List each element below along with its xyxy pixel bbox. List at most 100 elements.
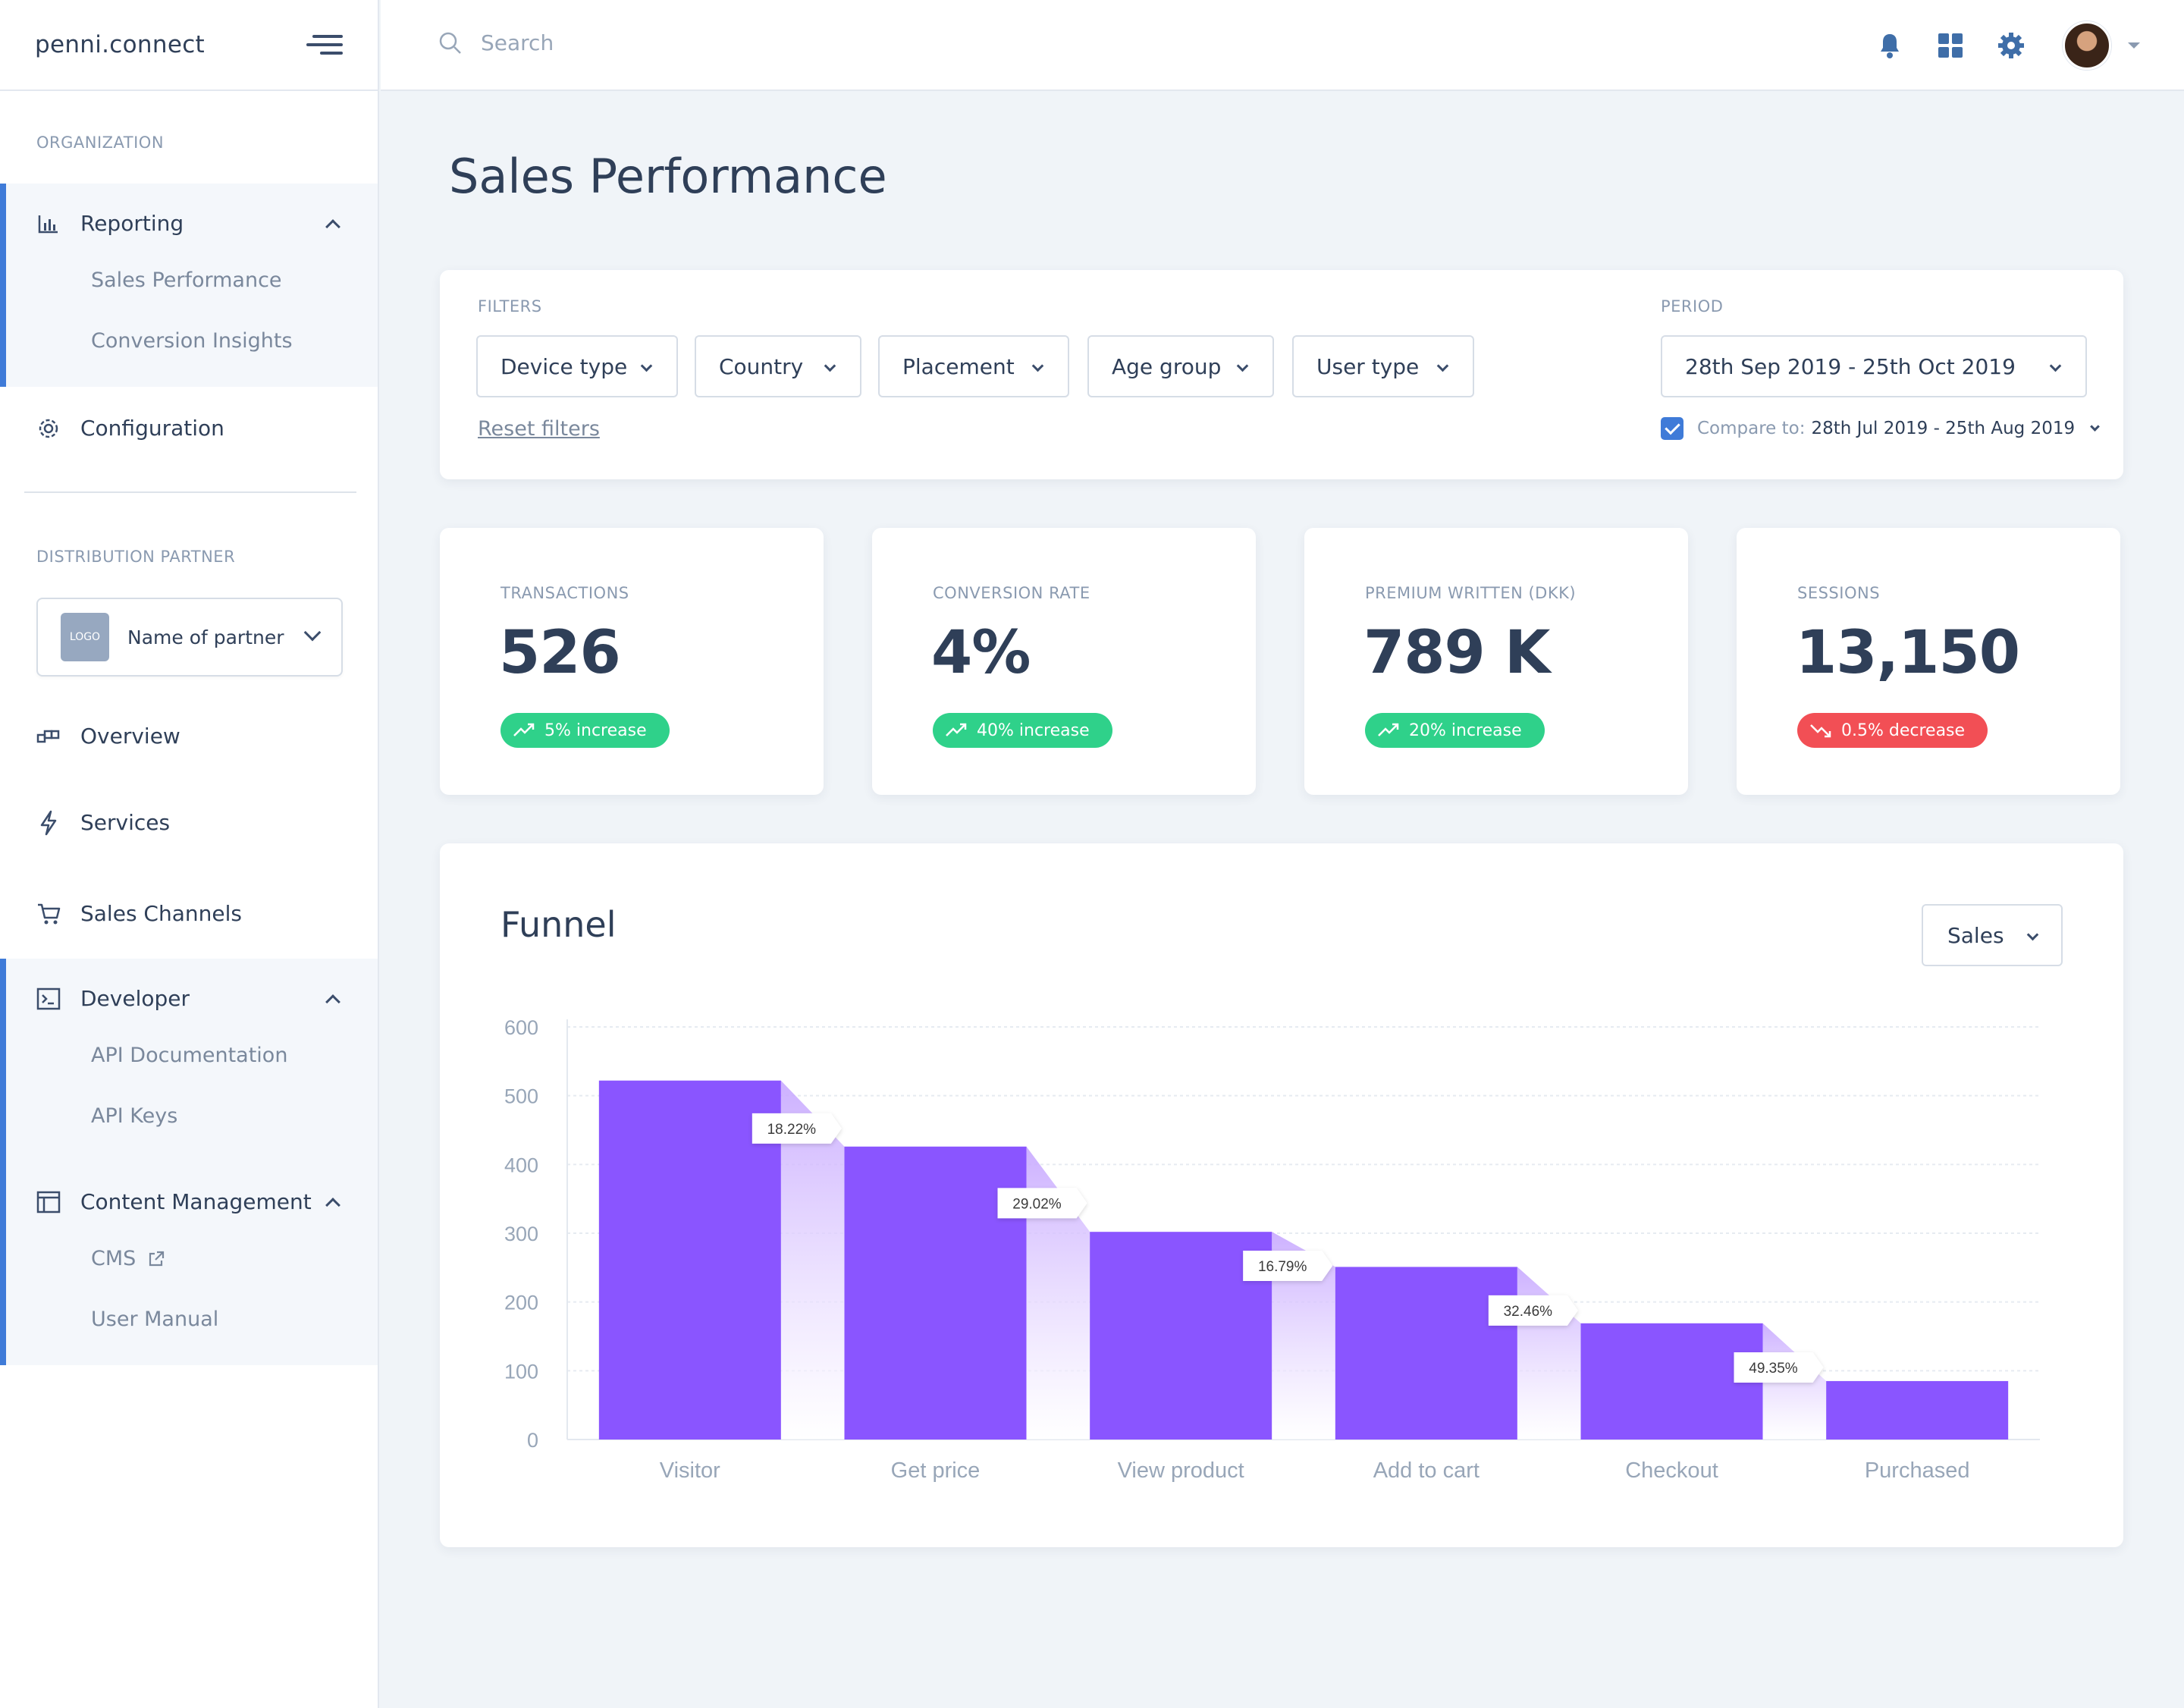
- trend-badge: 20% increase: [1365, 713, 1545, 748]
- partner-name: Name of partner: [127, 626, 284, 648]
- y-tick-label: 600: [504, 1016, 538, 1039]
- sidebar-subitem-sales-performance[interactable]: Sales Performance: [91, 268, 282, 292]
- x-tick-label: Purchased: [1865, 1458, 1970, 1483]
- sidebar-item-label: Reporting: [80, 211, 184, 236]
- user-avatar[interactable]: [2063, 21, 2111, 70]
- badge-text: 5% increase: [544, 721, 647, 740]
- kpi-value: 526: [499, 619, 621, 687]
- top-icons: [1846, 0, 2184, 91]
- compare-period-value[interactable]: 28th Jul 2019 - 25th Aug 2019: [1811, 419, 2076, 438]
- period-label: PERIOD: [1661, 297, 1724, 316]
- chevron-down-icon: [1436, 359, 1449, 372]
- drop-rate-tooltip: [1734, 1352, 1824, 1383]
- brand-logo[interactable]: penni.connect: [35, 31, 205, 58]
- sidebar-subitem-user-manual[interactable]: User Manual: [91, 1308, 219, 1331]
- country-select[interactable]: Country: [695, 335, 861, 397]
- filters-label: FILTERS: [478, 297, 542, 316]
- sidebar-subitem-conversion-insights[interactable]: Conversion Insights: [91, 329, 293, 353]
- reset-filters-link[interactable]: Reset filters: [478, 417, 600, 441]
- gear-icon: [36, 416, 61, 441]
- sidebar-item-label: Content Management: [80, 1189, 312, 1214]
- trend-badge: 0.5% decrease: [1797, 713, 1988, 748]
- external-link-icon: [149, 1251, 165, 1266]
- partner-select[interactable]: LOGO Name of partner: [36, 598, 343, 677]
- badge-text: 40% increase: [977, 721, 1090, 740]
- sidebar-item-overview[interactable]: Overview: [36, 724, 180, 749]
- chevron-down-icon[interactable]: [2090, 421, 2100, 432]
- sidebar-subitem-api-keys[interactable]: API Keys: [91, 1104, 178, 1128]
- kpi-value: 13,150: [1796, 619, 2020, 687]
- period-select[interactable]: 28th Sep 2019 - 25th Oct 2019: [1661, 335, 2087, 397]
- funnel-metric-select[interactable]: Sales: [1922, 904, 2063, 966]
- caret-down-icon[interactable]: [2128, 42, 2140, 49]
- drop-rate-label: 49.35%: [1749, 1361, 1798, 1377]
- x-tick-label: Add to cart: [1373, 1458, 1480, 1483]
- trend-badge: 5% increase: [500, 713, 670, 748]
- kpi-label: CONVERSION RATE: [933, 584, 1090, 602]
- trend-up-icon: [1378, 723, 1399, 736]
- chevron-down-icon: [824, 359, 836, 372]
- sidebar-item-label: Sales Channels: [80, 901, 242, 926]
- trend-down-icon: [1810, 724, 1831, 738]
- apps-grid-icon[interactable]: [1934, 29, 1967, 62]
- page-title: Sales Performance: [449, 149, 887, 204]
- cms-label: CMS: [91, 1247, 136, 1270]
- y-tick-label: 300: [504, 1223, 538, 1245]
- search-icon: [439, 32, 461, 54]
- funnel-bar: [598, 1080, 781, 1440]
- sidebar-item-configuration[interactable]: Configuration: [36, 416, 224, 441]
- funnel-bar: [1580, 1323, 1763, 1440]
- select-label: Device type: [500, 353, 628, 379]
- compare-checkbox[interactable]: [1661, 417, 1684, 440]
- settings-gear-icon[interactable]: [1994, 29, 2028, 62]
- chevron-down-icon: [1236, 359, 1249, 372]
- sidebar-item-services[interactable]: Services: [36, 810, 170, 835]
- brand-header: penni.connect: [0, 0, 378, 91]
- y-tick-label: 0: [527, 1429, 538, 1452]
- y-tick-label: 200: [504, 1292, 538, 1314]
- sidebar-item-developer[interactable]: Developer: [36, 986, 190, 1011]
- kpi-card-premium-written: PREMIUM WRITTEN (DKK) 789 K 20% increase: [1304, 528, 1688, 795]
- sidebar-subitem-api-documentation[interactable]: API Documentation: [91, 1044, 288, 1067]
- organization-label: ORGANIZATION: [36, 133, 165, 152]
- search-input[interactable]: Search: [481, 30, 554, 55]
- drop-rate-label: 32.46%: [1504, 1304, 1553, 1320]
- lightning-icon: [36, 810, 61, 835]
- terminal-icon: [36, 987, 61, 1011]
- kpi-card-sessions: SESSIONS 13,150 0.5% decrease: [1737, 528, 2120, 795]
- drop-rate-tooltip: [997, 1188, 1087, 1219]
- sidebar-divider: [24, 491, 356, 493]
- funnel-bar: [1090, 1232, 1272, 1440]
- drop-rate-label: 18.22%: [767, 1122, 817, 1138]
- age-group-select[interactable]: Age group: [1087, 335, 1274, 397]
- menu-toggle-icon[interactable]: [306, 33, 343, 56]
- device-type-select[interactable]: Device type: [476, 335, 678, 397]
- drop-rate-tooltip: [752, 1113, 842, 1144]
- drop-rate-tooltip: [1243, 1250, 1333, 1281]
- chevron-down-icon: [1031, 359, 1044, 372]
- select-label: 28th Sep 2019 - 25th Oct 2019: [1685, 353, 2016, 379]
- sidebar-item-sales-channels[interactable]: Sales Channels: [36, 901, 242, 926]
- chevron-up-icon[interactable]: [325, 219, 340, 234]
- y-tick-label: 400: [504, 1154, 538, 1176]
- chevron-up-icon[interactable]: [325, 994, 340, 1009]
- chevron-down-icon: [640, 359, 653, 372]
- sidebar-item-reporting[interactable]: Reporting: [36, 211, 184, 236]
- user-type-select[interactable]: User type: [1292, 335, 1474, 397]
- search-bar[interactable]: Search: [438, 30, 554, 55]
- kpi-card-conversion-rate: CONVERSION RATE 4% 40% increase: [872, 528, 1256, 795]
- drop-rate-tooltip: [1488, 1295, 1578, 1326]
- bar-chart-icon: [36, 212, 61, 236]
- sidebar-subitem-cms[interactable]: CMS: [91, 1247, 165, 1270]
- sidebar-item-content-management[interactable]: Content Management: [36, 1189, 312, 1214]
- bell-icon[interactable]: [1873, 29, 1906, 62]
- kpi-card-transactions: TRANSACTIONS 526 5% increase: [440, 528, 824, 795]
- sidebar: penni.connect ORGANIZATION Reporting Sal…: [0, 0, 379, 1708]
- funnel-bar: [1335, 1267, 1517, 1440]
- chevron-up-icon[interactable]: [325, 1198, 340, 1213]
- x-tick-label: View product: [1118, 1458, 1244, 1483]
- placement-select[interactable]: Placement: [878, 335, 1069, 397]
- distribution-partner-label: DISTRIBUTION PARTNER: [36, 548, 236, 566]
- trend-badge: 40% increase: [933, 713, 1112, 748]
- funnel-card: Funnel Sales 0 100 200 300 400 500 600 Visitor G…: [440, 843, 2123, 1547]
